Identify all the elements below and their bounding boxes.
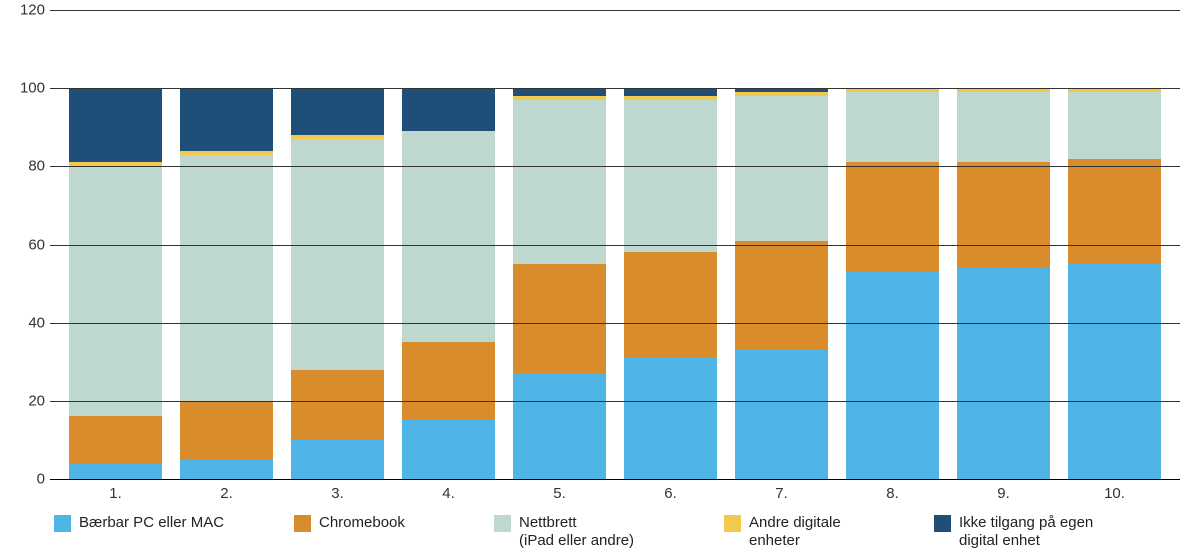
plot-area: 1.2.3.4.5.6.7.8.9.10. 020406080100120 [50,10,1180,480]
legend-label: Andre digitale enheter [749,514,841,550]
gridline [50,10,1180,11]
gridline [50,323,1180,324]
x-tick-label: 3. [282,485,393,502]
x-tick-label: 6. [615,485,726,502]
y-tick-label: 60 [10,236,45,253]
bar-segment-chromebook [957,162,1050,268]
bar-segment-chromebook [846,162,939,271]
legend-swatch [494,515,511,532]
bar-segment-nettbrett [513,100,606,264]
x-tick-label: 4. [393,485,504,502]
x-tick-label: 10. [1059,485,1170,502]
bar-segment-baerbar [846,272,939,479]
bar-segment-baerbar [180,459,273,479]
y-tick-label: 80 [10,158,45,175]
bar-segment-ikke [513,88,606,96]
bar-segment-ikke [180,88,273,151]
bar-segment-nettbrett [846,92,939,162]
bar-segment-chromebook [291,370,384,440]
bar-segment-nettbrett [291,139,384,370]
bar-segment-nettbrett [957,92,1050,162]
bar-segment-chromebook [180,401,273,460]
legend-item: Andre digitale enheter [724,514,934,550]
bar-segment-baerbar [1068,264,1161,479]
bar-segment-ikke [69,88,162,162]
gridline [50,401,1180,402]
bar-segment-nettbrett [624,100,717,252]
gridline [50,88,1180,89]
bar-segment-ikke [402,88,495,131]
gridline [50,166,1180,167]
legend-item: Bærbar PC eller MAC [54,514,294,532]
bar-segment-nettbrett [180,155,273,401]
x-tick-label: 9. [948,485,1059,502]
bar-segment-baerbar [735,350,828,479]
legend-label: Bærbar PC eller MAC [79,514,224,532]
legend-swatch [294,515,311,532]
bar-segment-nettbrett [69,166,162,416]
y-tick-label: 20 [10,392,45,409]
bar-segment-baerbar [513,373,606,479]
bar-segment-nettbrett [735,96,828,241]
legend-swatch [724,515,741,532]
bar-segment-ikke [624,88,717,96]
bar-segment-chromebook [69,416,162,463]
legend-swatch [54,515,71,532]
legend-item: Chromebook [294,514,494,532]
bar-segment-baerbar [624,358,717,479]
legend-label: Ikke tilgang på egen digital enhet [959,514,1093,550]
bar-segment-baerbar [402,420,495,479]
bar-segment-chromebook [735,241,828,350]
legend-label: Chromebook [319,514,405,532]
y-tick-label: 40 [10,314,45,331]
bar-segment-chromebook [624,252,717,358]
x-tick-label: 1. [60,485,171,502]
legend-item: Ikke tilgang på egen digital enhet [934,514,1164,550]
y-tick-label: 0 [10,471,45,488]
bar-segment-chromebook [513,264,606,373]
legend-swatch [934,515,951,532]
legend-item: Nettbrett (iPad eller andre) [494,514,724,550]
gridline [50,245,1180,246]
legend-label: Nettbrett (iPad eller andre) [519,514,634,550]
bar-segment-ikke [291,88,384,135]
y-tick-label: 120 [10,2,45,19]
bar-segment-baerbar [291,440,384,479]
stacked-bar-chart: 1.2.3.4.5.6.7.8.9.10. 020406080100120 Bæ… [0,0,1200,558]
bar-segment-nettbrett [1068,92,1161,158]
bar-segment-nettbrett [402,131,495,342]
x-tick-label: 8. [837,485,948,502]
bar-segment-chromebook [402,342,495,420]
x-tick-label: 2. [171,485,282,502]
x-tick-label: 7. [726,485,837,502]
y-tick-label: 100 [10,80,45,97]
bar-segment-chromebook [1068,159,1161,265]
bar-segment-baerbar [69,463,162,479]
bar-segment-baerbar [957,268,1050,479]
legend: Bærbar PC eller MAC Chromebook Nettbrett (… [50,514,1180,550]
x-tick-label: 5. [504,485,615,502]
